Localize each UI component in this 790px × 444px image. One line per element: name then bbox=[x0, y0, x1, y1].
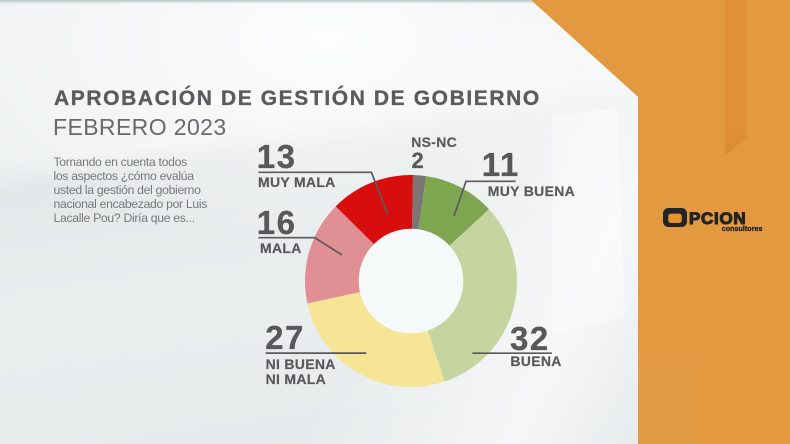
svg-text:PCION: PCION bbox=[689, 209, 746, 228]
svg-text:consultores: consultores bbox=[722, 224, 763, 233]
